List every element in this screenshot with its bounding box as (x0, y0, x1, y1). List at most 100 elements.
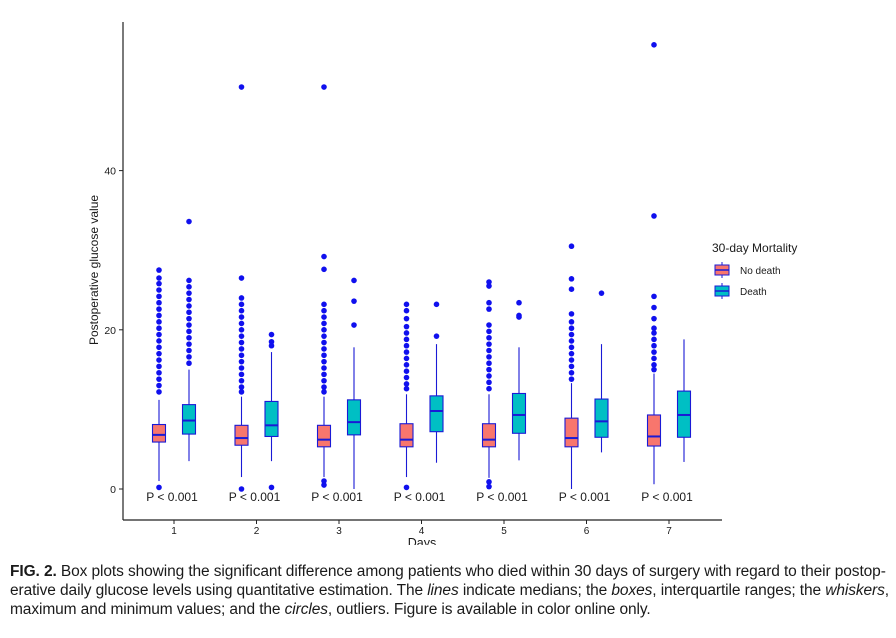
outlier-point (486, 366, 492, 373)
outlier-point (156, 389, 162, 395)
outlier-point (156, 382, 162, 389)
iqr-box (181, 404, 197, 435)
outlier-point (156, 319, 162, 325)
p-value-annotation: P < 0.001 (559, 490, 611, 504)
caption-run: , (884, 582, 889, 599)
outlier-point (568, 286, 575, 293)
outlier-point (238, 384, 245, 390)
iqr-box (399, 423, 414, 448)
legend-title: 30-day Mortality (712, 241, 797, 255)
iqr-box (564, 417, 579, 448)
outlier-point (156, 299, 162, 306)
outlier-point (268, 338, 275, 345)
outlier-point (238, 358, 245, 365)
caption-run: maximum and minimum values; and the (10, 601, 285, 618)
p-value-annotation: P < 0.001 (229, 490, 281, 504)
outlier-point (321, 266, 327, 273)
outlier-point (486, 283, 492, 289)
outlier-point (321, 365, 327, 371)
outlier-point (568, 350, 575, 357)
outlier-point (486, 379, 492, 386)
outlier-point (156, 280, 162, 287)
outlier-point (568, 369, 575, 376)
outlier-point (403, 301, 410, 308)
outlier-point (156, 275, 162, 281)
outlier-point (186, 360, 192, 367)
box-group-death-day-5 (511, 299, 527, 461)
outlier-point (568, 276, 575, 282)
iqr-box (346, 399, 362, 436)
p-value-annotation: P < 0.001 (641, 490, 693, 504)
outlier-point (568, 357, 575, 363)
outlier-point (403, 484, 410, 491)
outlier-point (321, 377, 327, 384)
outlier-point (321, 339, 327, 346)
outlier-point (486, 385, 492, 392)
outlier-point (568, 344, 575, 351)
outlier-point (403, 315, 410, 322)
outlier-point (321, 327, 327, 333)
figure-caption: FIG. 2. Box plots showing the significan… (10, 562, 890, 619)
outlier-point (486, 341, 492, 347)
outlier-point (568, 363, 575, 370)
outlier-point (156, 357, 162, 363)
iqr-box (511, 392, 527, 434)
box-group-no-death-day-7 (646, 42, 662, 485)
outlier-point (156, 312, 162, 319)
outlier-point (651, 342, 657, 349)
caption-text: Box plots showing the significant differ… (10, 563, 889, 618)
outlier-point (486, 373, 492, 379)
iqr-box (151, 423, 167, 443)
caption-run: whiskers (825, 582, 885, 599)
outlier-point (403, 307, 410, 314)
outlier-point (156, 369, 162, 376)
outlier-point (186, 341, 192, 347)
outlier-point (321, 482, 327, 488)
outlier-point (238, 314, 245, 320)
legend-entry-label: No death (740, 266, 781, 277)
outlier-point (486, 479, 492, 485)
outlier-point (186, 277, 192, 284)
outlier-point (486, 334, 492, 341)
iqr-box (481, 423, 497, 448)
outlier-point (486, 328, 492, 335)
outlier-point (486, 360, 492, 367)
outlier-point (186, 328, 192, 335)
outlier-point (321, 352, 327, 359)
outlier-point (238, 339, 245, 346)
box-group-no-death-day-6 (564, 243, 579, 489)
outlier-point (321, 478, 327, 484)
x-tick-label: 2 (254, 526, 260, 537)
outlier-point (156, 376, 162, 382)
outlier-point (238, 371, 245, 378)
outlier-point (651, 362, 657, 368)
caption-run: , interquartile ranges; the (652, 582, 826, 599)
x-tick-label: 6 (584, 526, 590, 537)
x-tick-label: 4 (419, 526, 425, 537)
outlier-point (651, 213, 657, 219)
outlier-point (516, 299, 522, 306)
outlier-point (486, 322, 492, 328)
outlier-point (238, 377, 245, 384)
outlier-point (486, 483, 492, 490)
outlier-point (351, 298, 357, 304)
x-tick-label: 1 (171, 526, 177, 537)
outlier-point (651, 293, 657, 300)
box-group-death-day-3 (346, 277, 362, 489)
outlier-point (403, 323, 410, 330)
outlier-point (651, 349, 657, 355)
outlier-point (156, 306, 162, 312)
outlier-point (238, 389, 245, 395)
outlier-point (403, 349, 410, 355)
outlier-point (321, 320, 327, 327)
outlier-point (651, 315, 657, 322)
outlier-point (403, 385, 410, 392)
outlier-point (433, 301, 440, 308)
outlier-point (321, 301, 327, 308)
outlier-point (268, 484, 275, 491)
outlier-point (651, 355, 657, 362)
box-group-death-day-4 (429, 301, 444, 463)
outlier-point (486, 354, 492, 360)
outlier-point (486, 306, 492, 312)
p-value-annotation: P < 0.001 (476, 490, 528, 504)
